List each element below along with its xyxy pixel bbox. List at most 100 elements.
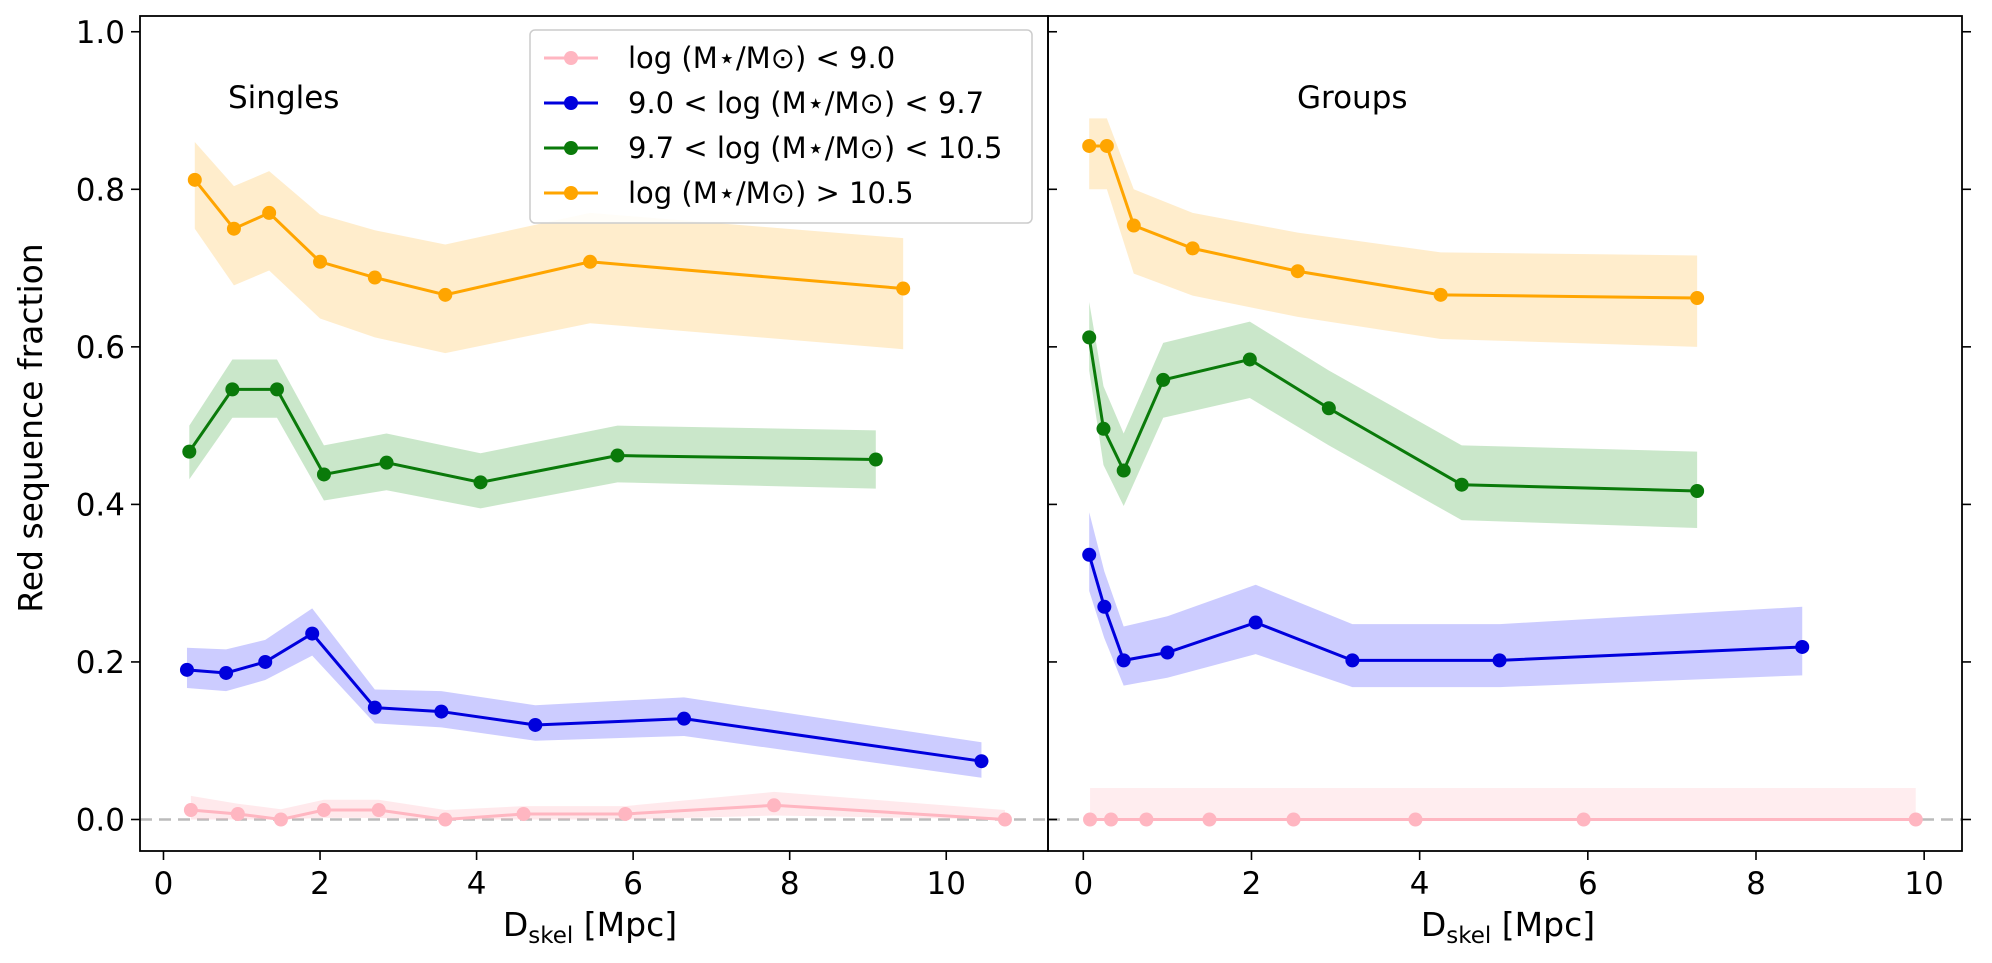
data-point [305, 626, 320, 641]
data-point [219, 665, 234, 680]
data-point [1242, 352, 1257, 367]
series-line-1 [1087, 554, 1803, 663]
x-tick-label: 2 [1242, 866, 1262, 902]
x-tick-label: 8 [780, 866, 800, 902]
series-line-0 [190, 803, 1006, 822]
error-band-series-3 [194, 142, 904, 354]
error-band-series-3 [1089, 118, 1698, 347]
x-axis-label-main: D [503, 905, 528, 944]
error-band-series-2 [1089, 301, 1698, 529]
data-point [1321, 401, 1336, 416]
data-point [258, 654, 273, 669]
data-point [1099, 138, 1114, 153]
data-point [1139, 812, 1154, 827]
y-tick-label: 0.4 [76, 487, 125, 523]
tick-marks [131, 30, 948, 860]
legend: log (M⋆/M⊙) < 9.0 9.0 < log (M⋆/M⊙) < 9.7… [529, 29, 1033, 224]
data-point [313, 254, 328, 269]
tick-labels: 0 2 4 6 8 10 [1073, 866, 1943, 902]
data-point [230, 806, 245, 821]
data-point [371, 803, 386, 818]
y-tick-label: 1.0 [76, 15, 125, 51]
x-tick-label: 4 [1410, 866, 1430, 902]
x-axis-label-main: D [1421, 905, 1446, 944]
tick-labels: 0 2 4 6 8 10 0.0 0.2 0.4 0.6 0.8 1.0 [76, 15, 966, 902]
x-axis-label-unit: [Mpc] [573, 905, 677, 944]
data-point [438, 287, 453, 302]
data-point [262, 205, 277, 220]
legend-marker [564, 141, 578, 155]
x-axis-label-singles: Dskel [Mpc] [503, 905, 677, 949]
legend-entry-label: log (M⋆/M⊙) > 10.5 [628, 176, 914, 210]
data-point [1096, 421, 1111, 436]
legend-marker [564, 96, 578, 110]
x-tick-label: 10 [927, 866, 966, 902]
data-point [896, 281, 911, 296]
legend-entry-label: 9.0 < log (M⋆/M⊙) < 9.7 [628, 86, 984, 120]
data-point [1454, 477, 1469, 492]
y-tick-label: 0.0 [76, 802, 125, 838]
data-point [1160, 645, 1175, 660]
data-point [1104, 812, 1119, 827]
data-point [473, 475, 488, 490]
legend-marker [564, 186, 578, 200]
data-point [269, 382, 284, 397]
legend-marker [564, 51, 578, 65]
x-tick-label: 0 [1073, 866, 1093, 902]
data-point [868, 452, 883, 467]
x-axis-label-sub: skel [1446, 923, 1491, 949]
legend-box [529, 29, 1033, 224]
x-tick-label: 6 [623, 866, 643, 902]
data-point [273, 812, 288, 827]
data-point [1082, 330, 1097, 345]
data-point [1097, 599, 1112, 614]
data-point [438, 812, 453, 827]
x-tick-label: 0 [154, 866, 174, 902]
data-point [528, 717, 543, 732]
series-line-2 [1087, 337, 1698, 493]
data-point [1185, 241, 1200, 256]
error-bands [1048, 118, 1962, 821]
data-point [1690, 484, 1705, 499]
data-point [367, 270, 382, 285]
data-point [677, 711, 692, 726]
legend-entry-label: log (M⋆/M⊙) < 9.0 [628, 41, 895, 75]
data-point [1126, 218, 1141, 233]
data-point [183, 803, 198, 818]
data-point [434, 704, 449, 719]
data-point [1690, 291, 1705, 306]
x-tick-label: 10 [1904, 866, 1943, 902]
x-tick-label: 2 [310, 866, 330, 902]
data-point [1202, 812, 1217, 827]
panel-singles: 0 2 4 6 8 10 0.0 0.2 0.4 0.6 0.8 1.0 Singles Dskel … [76, 15, 1048, 949]
x-axis-label-sub: skel [528, 923, 573, 949]
axes-frame-1 [1047, 15, 1963, 852]
data-point [1290, 264, 1305, 279]
error-band-series-0 [1090, 787, 1916, 820]
data-point [182, 444, 197, 459]
data-point [1345, 653, 1360, 668]
data-point [367, 700, 382, 715]
panel-label-groups: Groups [1297, 80, 1408, 116]
axes-frames [139, 15, 1963, 852]
tick-marks [1048, 30, 1971, 860]
data-point [767, 798, 782, 813]
data-points [179, 172, 1012, 827]
y-tick-label: 0.2 [76, 645, 125, 681]
x-axis-label-unit: [Mpc] [1491, 905, 1595, 944]
data-point [1408, 812, 1423, 827]
y-tick-label: 0.8 [76, 172, 125, 208]
data-point [1083, 812, 1098, 827]
data-point [1116, 463, 1131, 478]
data-point [1908, 812, 1923, 827]
data-points [1082, 138, 1923, 827]
y-tick-label: 0.6 [76, 330, 125, 366]
error-bands [140, 142, 1048, 821]
data-point [1286, 812, 1301, 827]
data-point [610, 448, 625, 463]
legend-entry-label: 9.7 < log (M⋆/M⊙) < 10.5 [628, 131, 1002, 165]
data-point [1082, 138, 1097, 153]
data-point [1795, 639, 1810, 654]
panel-groups: 0 2 4 6 8 10 Groups Dskel [Mpc] [1048, 30, 1971, 949]
